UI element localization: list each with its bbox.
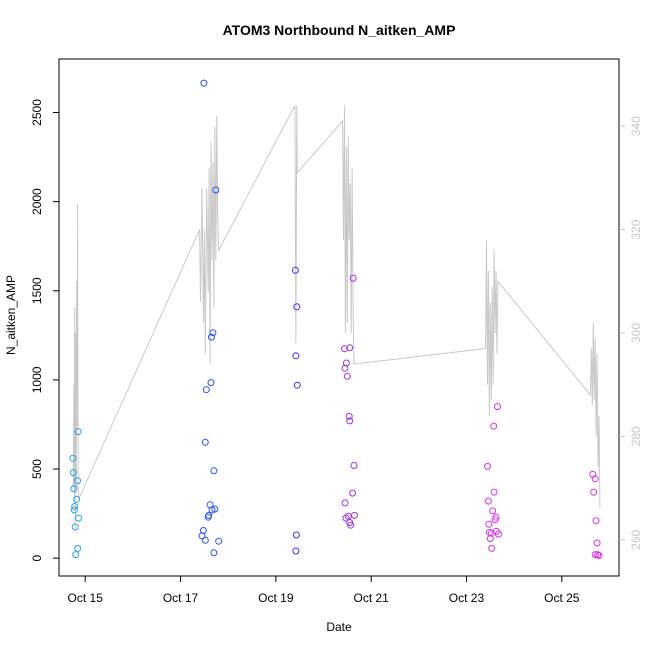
data-point [345, 412, 353, 420]
data-point [210, 549, 218, 557]
data-point [485, 520, 493, 528]
x-axis: Oct 15 Oct 17 Oct 19 Oct 21 Oct 23 Oct 25 [68, 576, 580, 605]
data-point [208, 333, 215, 341]
data-point [494, 530, 502, 538]
x-tick-label: Oct 17 [163, 591, 199, 605]
data-point [74, 428, 82, 436]
series-line [72, 105, 601, 530]
data-point [489, 507, 497, 515]
data-point [490, 488, 498, 496]
data-point [70, 506, 78, 514]
x-axis-label: Date [326, 620, 352, 634]
data-point [69, 469, 77, 477]
y-axis-label: N_aitken_AMP [4, 275, 18, 355]
data-point [351, 511, 358, 519]
data-point [347, 521, 355, 529]
data-point [490, 422, 498, 430]
data-point [209, 329, 217, 337]
x-tick-label: Oct 25 [544, 591, 580, 605]
y-tick-label: 500 [30, 459, 44, 479]
data-point [215, 537, 223, 545]
data-point [200, 79, 208, 87]
y-tick-label: 2500 [30, 99, 44, 126]
data-point [73, 495, 81, 503]
data-point [346, 344, 354, 352]
data-point [488, 544, 496, 552]
data-point [205, 511, 213, 519]
x-tick-label: Oct 23 [449, 591, 485, 605]
y2-tick-label: 320 [629, 219, 643, 239]
y-axis-right: 260 280 300 320 340 [619, 116, 643, 550]
y-tick-label: 0 [30, 555, 44, 562]
y-axis-left: 0 500 1000 1500 2000 2500 [30, 99, 59, 562]
data-point [593, 539, 601, 547]
data-point [494, 403, 501, 411]
data-point [292, 352, 300, 360]
data-point [70, 485, 78, 493]
data-point [590, 488, 598, 496]
data-point [74, 544, 82, 552]
data-point [202, 386, 210, 394]
data-point [293, 303, 301, 311]
y2-tick-label: 300 [629, 323, 643, 343]
y-tick-label: 1500 [30, 277, 44, 304]
data-point [591, 475, 599, 483]
x-tick-label: Oct 19 [258, 591, 294, 605]
data-point [210, 467, 218, 475]
data-point [75, 514, 82, 522]
data-point [292, 531, 300, 539]
plot-frame [58, 58, 620, 577]
y2-tick-label: 340 [629, 116, 643, 136]
data-point [74, 477, 82, 485]
data-point [492, 513, 500, 521]
data-point [349, 274, 357, 282]
data-point [212, 186, 220, 194]
data-point [72, 551, 80, 559]
x-tick-label: Oct 15 [68, 591, 104, 605]
data-point [211, 505, 219, 513]
x-tick-label: Oct 21 [353, 591, 389, 605]
data-point [342, 359, 350, 367]
data-point [201, 536, 209, 544]
data-point [207, 379, 215, 387]
data-point [293, 381, 301, 389]
data-point [484, 462, 491, 470]
data-point [594, 551, 602, 559]
data-point [71, 503, 79, 510]
data-point [69, 454, 77, 462]
data-point [341, 499, 349, 507]
data-point [208, 506, 216, 514]
data-point [349, 489, 357, 497]
y-tick-label: 2000 [30, 188, 44, 215]
data-point [595, 552, 603, 559]
points-layer [69, 79, 603, 559]
data-point [346, 417, 354, 425]
data-point [484, 497, 492, 505]
data-point [201, 438, 209, 446]
data-point [350, 462, 358, 469]
data-point [71, 523, 79, 531]
y2-tick-label: 280 [629, 426, 643, 446]
data-point [591, 551, 599, 559]
data-point [291, 266, 299, 274]
data-point [292, 547, 300, 555]
y2-tick-label: 260 [629, 529, 643, 549]
data-point [343, 372, 351, 380]
y-tick-label: 1000 [30, 366, 44, 393]
data-point [592, 517, 600, 525]
line-layer [72, 105, 601, 530]
data-point [199, 527, 207, 534]
chart-title: ATOM3 Northbound N_aitken_AMP [223, 22, 456, 38]
data-point [341, 345, 348, 353]
